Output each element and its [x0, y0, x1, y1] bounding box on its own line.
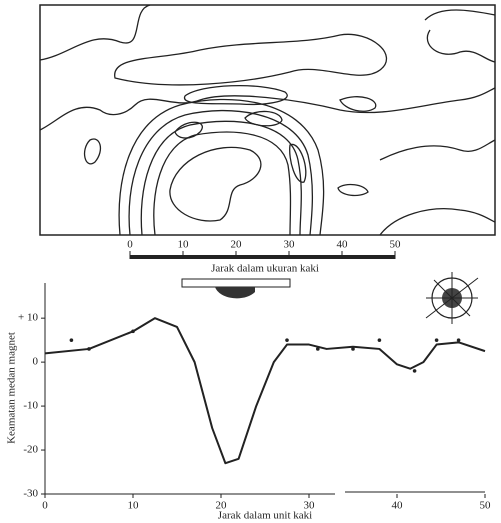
contour — [83, 138, 102, 165]
x-tick-label: 10 — [128, 500, 140, 512]
x-tick-label: 30 — [304, 500, 316, 512]
contour — [140, 120, 302, 236]
contour — [339, 96, 377, 112]
y-tick-label: -30 — [23, 488, 38, 500]
contour — [39, 4, 151, 61]
contour — [153, 131, 292, 236]
compass-icon — [425, 272, 479, 324]
contour — [39, 87, 496, 131]
map-frame — [39, 4, 496, 236]
y-tick-label: -10 — [23, 400, 38, 412]
x-tick-label: 40 — [392, 500, 404, 512]
data-point — [87, 347, 91, 351]
x-tick-label: 20 — [216, 500, 228, 512]
scale-bar-body — [130, 255, 395, 259]
data-point — [434, 338, 439, 342]
scale-tick-label: 50 — [390, 239, 402, 251]
x-axis-label: Jarak dalam unit kaki — [218, 510, 312, 522]
data-point — [377, 338, 382, 342]
inset-surface — [181, 278, 291, 288]
data-point — [131, 329, 135, 334]
y-axis-label: Keamatan medan magnet — [6, 332, 18, 444]
inset-body — [215, 287, 255, 299]
data-point — [456, 338, 461, 342]
scale-tick-label: 0 — [127, 239, 133, 251]
data-point — [285, 338, 289, 342]
data-point — [412, 369, 417, 373]
contour — [379, 139, 496, 236]
contour — [337, 183, 369, 197]
data-point — [316, 347, 320, 351]
x-tick-label: 0 — [42, 500, 48, 512]
data-point — [69, 338, 74, 342]
inset-diagram — [181, 272, 479, 324]
scale-tick-label: 40 — [337, 239, 349, 251]
data-point — [351, 347, 355, 351]
contour — [114, 33, 388, 86]
y-tick-label: 0 — [33, 356, 39, 368]
contour — [184, 84, 288, 106]
y-tick-label: -20 — [23, 444, 38, 456]
scale-bar-label: Jarak dalam ukuran kaki — [211, 263, 319, 275]
scale-tick-label: 20 — [231, 239, 243, 251]
scale-tick-label: 30 — [284, 239, 296, 251]
y-tick-label: + 10 — [18, 312, 38, 324]
data-line — [44, 317, 486, 465]
scale-bar: Jarak dalam ukuran kaki 0 10 20 30 40 50 — [127, 239, 401, 275]
line-chart: Keamatan medan magnet Jarak dalam unit k… — [6, 283, 491, 522]
contour — [118, 98, 325, 236]
contour — [128, 109, 314, 236]
scale-tick-label: 10 — [178, 239, 190, 251]
contour — [174, 110, 307, 183]
contour-map — [39, 4, 496, 236]
contour — [424, 9, 496, 63]
contour — [169, 146, 262, 222]
x-tick-label: 50 — [480, 500, 492, 512]
